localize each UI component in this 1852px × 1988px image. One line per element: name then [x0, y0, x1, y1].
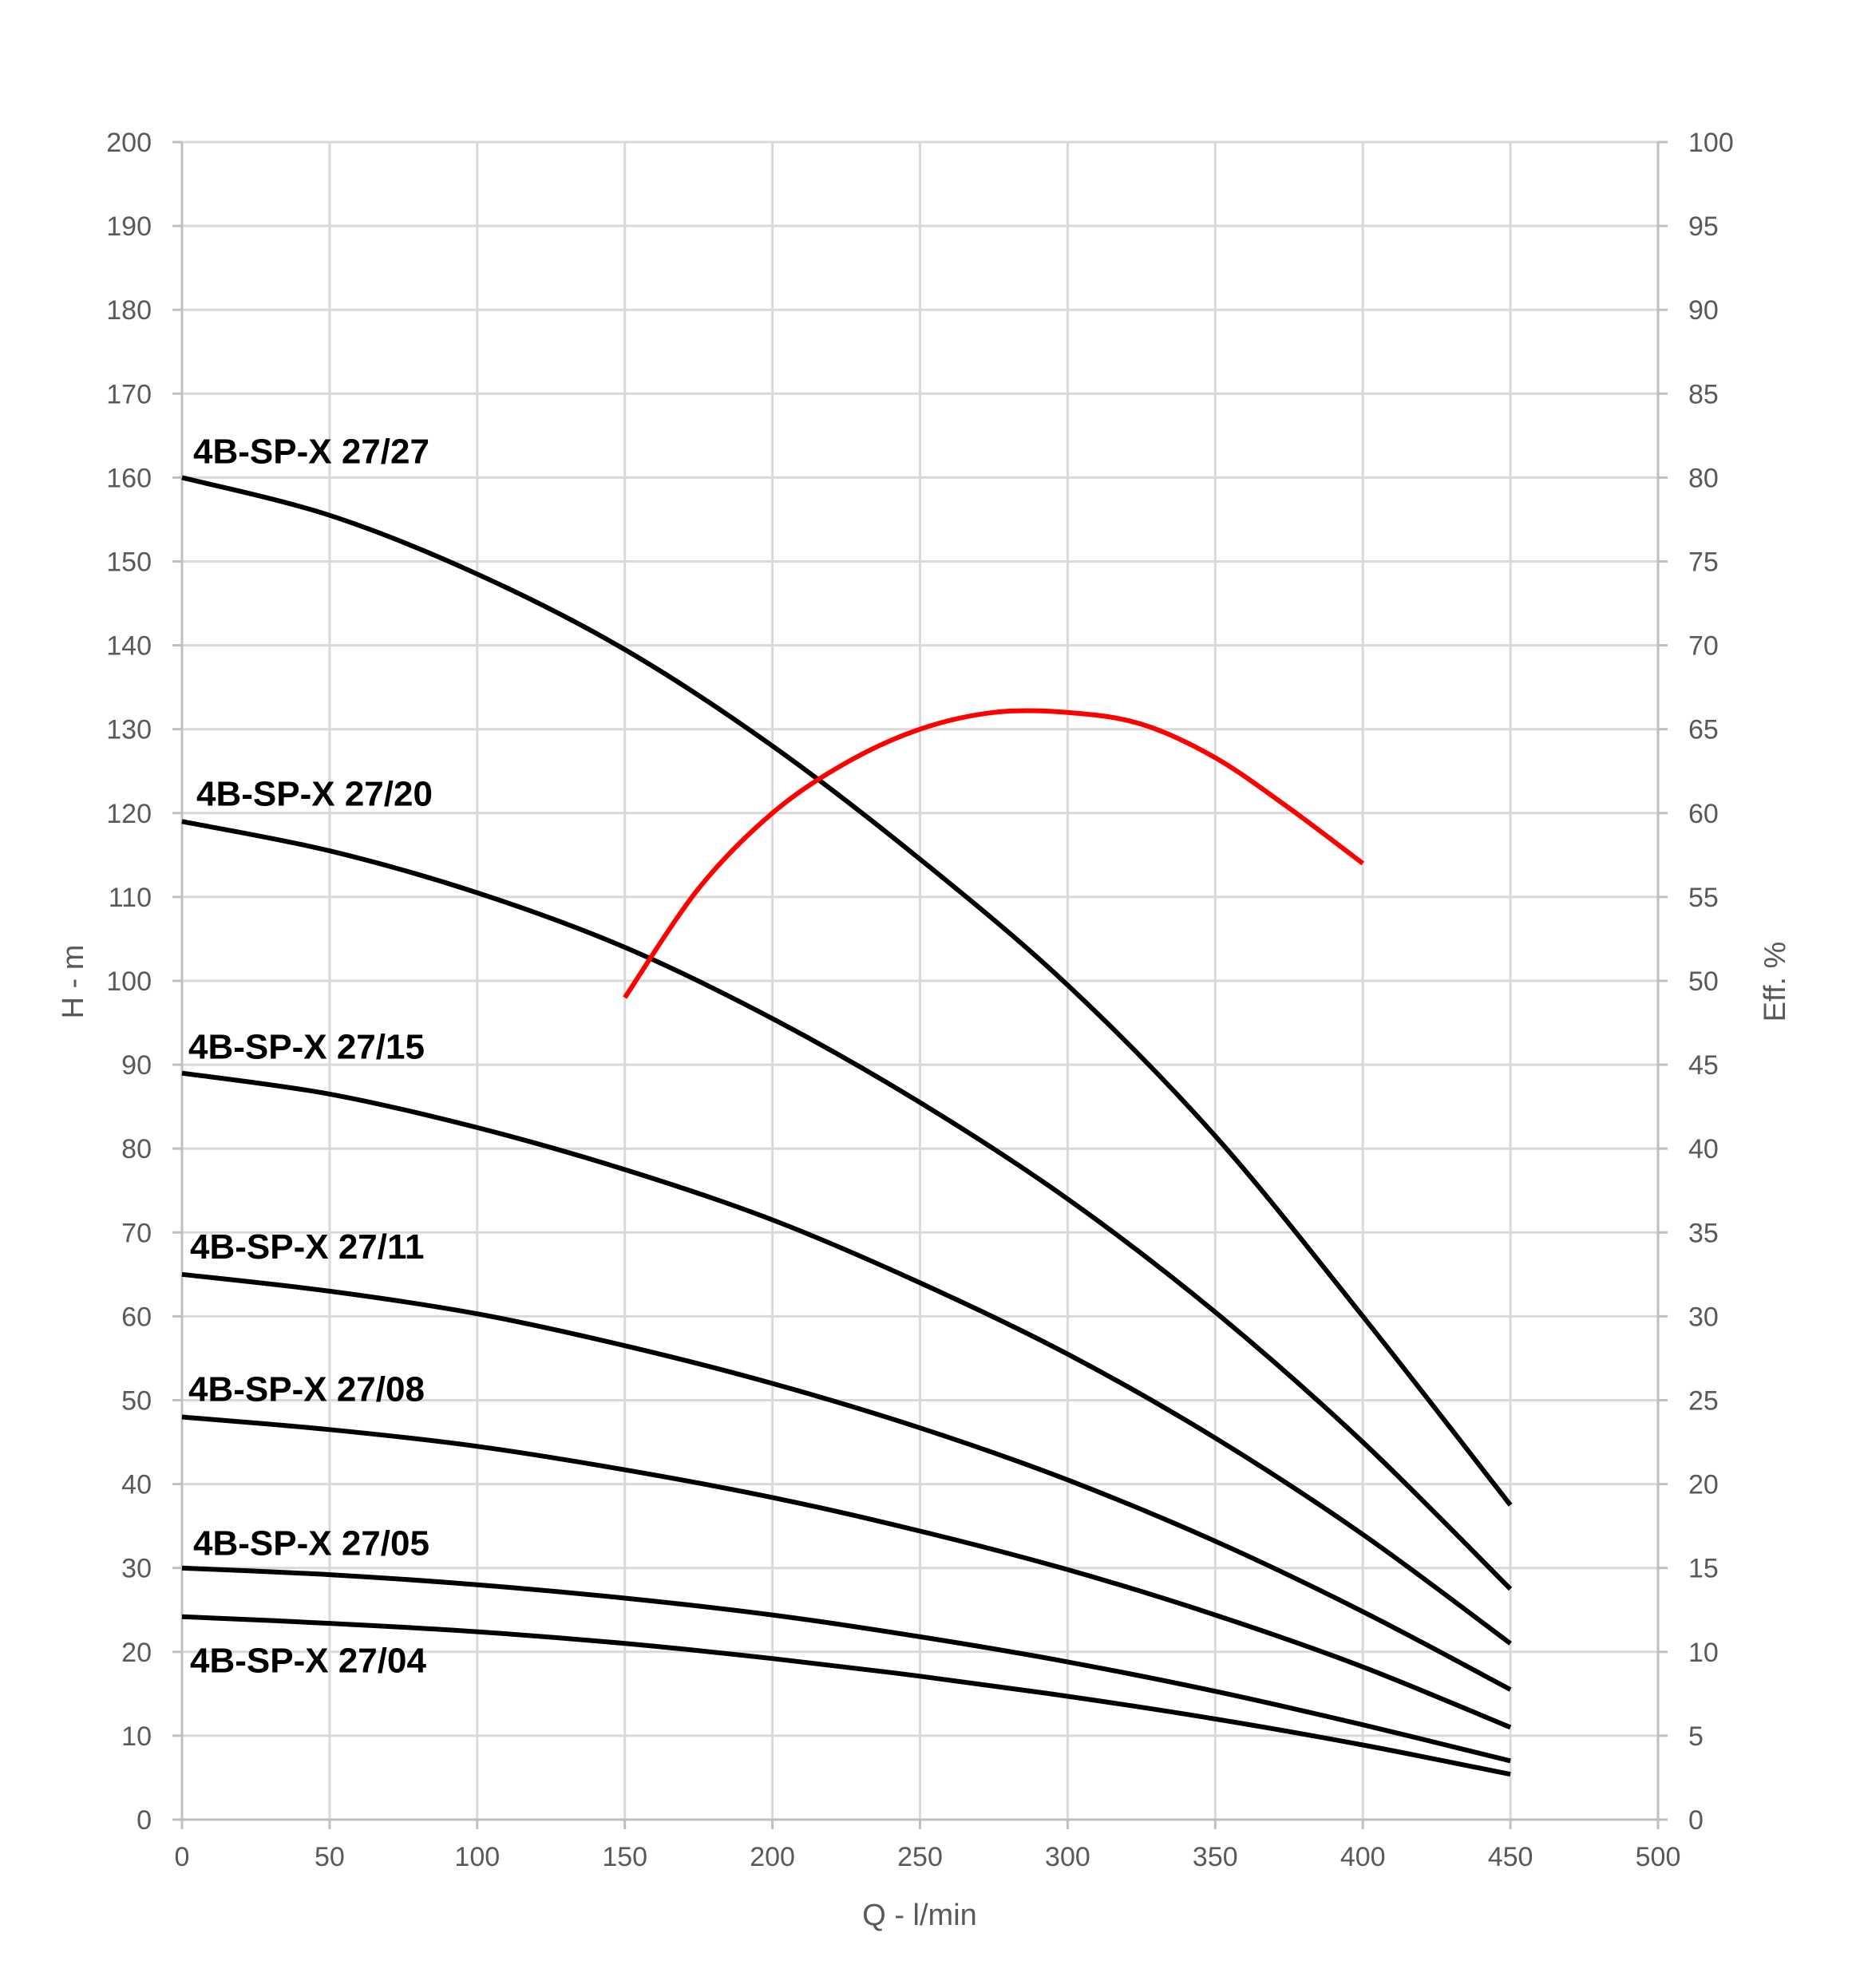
head-curve-line — [181, 819, 1513, 1591]
curve-label: 4B-SP-X 27/15 — [188, 1028, 425, 1067]
grid-lines — [180, 140, 1660, 1821]
y-tick-label: 50 — [121, 1386, 152, 1417]
y-tick-label: 120 — [106, 799, 152, 829]
y2-tick-label: 20 — [1688, 1470, 1719, 1500]
x-axis-title: Q - l/min — [862, 1899, 977, 1932]
y-tick-label: 70 — [121, 1218, 152, 1248]
y-left-tick-labels: 0 10 20 30 40 50 60 70 80 90 100 110 120 130 140 150 160… — [106, 128, 152, 1836]
x-tick-label: 500 — [1636, 1842, 1681, 1872]
y-tick-label: 130 — [106, 715, 152, 745]
efficiency-line — [623, 708, 1365, 999]
y2-tick-label: 70 — [1688, 631, 1719, 662]
y2-tick-label: 40 — [1688, 1134, 1719, 1164]
x-tick-label: 350 — [1193, 1842, 1238, 1872]
y-tick-label: 140 — [106, 631, 152, 662]
y2-tick-label: 35 — [1688, 1218, 1719, 1248]
y2-tick-label: 0 — [1688, 1805, 1704, 1836]
x-tick-label: 300 — [1045, 1842, 1090, 1872]
x-tick-label: 150 — [602, 1842, 647, 1872]
x-tick-label: 450 — [1488, 1842, 1533, 1872]
axes — [172, 140, 1668, 1829]
y-tick-label: 10 — [121, 1721, 152, 1752]
y2-tick-label: 5 — [1688, 1721, 1704, 1752]
y-tick-label: 40 — [121, 1470, 152, 1500]
y-tick-label: 110 — [109, 883, 152, 913]
y2-axis-title: Eff. % — [1759, 942, 1792, 1022]
y-tick-label: 150 — [106, 547, 152, 578]
y2-tick-label: 90 — [1688, 295, 1719, 326]
y2-tick-label: 50 — [1688, 966, 1719, 997]
x-tick-label: 50 — [315, 1842, 345, 1872]
y-axis-title: H - m — [57, 945, 90, 1019]
y-tick-label: 180 — [106, 295, 152, 326]
y-tick-label: 0 — [137, 1805, 152, 1836]
head-curve-line — [181, 475, 1513, 1507]
x-tick-label: 100 — [454, 1842, 500, 1872]
x-tick-label: 250 — [897, 1842, 943, 1872]
curve-labels: 4B-SP-X 27/27 4B-SP-X 27/20 4B-SP-X 27/15 4… — [188, 432, 433, 1680]
y-tick-label: 60 — [121, 1302, 152, 1332]
y2-tick-label: 45 — [1688, 1050, 1719, 1081]
head-curve-line — [181, 1414, 1512, 1730]
y-tick-label: 20 — [121, 1638, 152, 1668]
head-curve-line — [181, 1271, 1512, 1692]
curve-label: 4B-SP-X 27/11 — [190, 1227, 425, 1267]
head-curves — [181, 475, 1513, 1777]
y2-tick-label: 15 — [1688, 1554, 1719, 1584]
y2-tick-label: 65 — [1688, 715, 1719, 745]
y2-tick-label: 30 — [1688, 1302, 1719, 1332]
y-tick-label: 80 — [121, 1134, 152, 1164]
y2-tick-label: 95 — [1688, 211, 1719, 242]
y2-tick-label: 80 — [1688, 463, 1719, 493]
y-tick-label: 30 — [121, 1554, 152, 1584]
head-curve-line — [181, 1565, 1511, 1764]
x-tick-labels: 0 50 100 150 200 250 300 350 400 450 500 — [175, 1842, 1681, 1872]
curve-label: 4B-SP-X 27/27 — [193, 432, 429, 471]
y2-tick-label: 85 — [1688, 379, 1719, 409]
y2-tick-label: 100 — [1688, 128, 1734, 158]
y-tick-label: 190 — [106, 211, 152, 242]
y2-tick-label: 75 — [1688, 547, 1719, 578]
curve-label: 4B-SP-X 27/05 — [193, 1524, 429, 1563]
curve-label: 4B-SP-X 27/08 — [188, 1370, 425, 1409]
y2-tick-label: 10 — [1688, 1638, 1719, 1668]
y2-tick-label: 25 — [1688, 1386, 1719, 1417]
y2-tick-label: 60 — [1688, 799, 1719, 829]
curve-label: 4B-SP-X 27/20 — [196, 774, 433, 813]
y-tick-label: 90 — [121, 1050, 152, 1081]
curve-label: 4B-SP-X 27/04 — [190, 1642, 426, 1681]
y-tick-label: 160 — [106, 463, 152, 493]
y-tick-label: 100 — [106, 966, 152, 997]
y-tick-label: 200 — [106, 128, 152, 158]
y-tick-label: 170 — [106, 379, 152, 409]
head-curve-line — [181, 1070, 1512, 1646]
x-tick-label: 0 — [175, 1842, 190, 1872]
x-tick-label: 400 — [1340, 1842, 1386, 1872]
y-right-tick-labels: 0 5 10 15 20 25 30 35 40 45 50 55 60 65 70 75 80 85 90 95 10… — [1688, 128, 1734, 1836]
head-curve-line — [181, 1614, 1511, 1777]
y2-tick-label: 55 — [1688, 883, 1719, 913]
x-tick-label: 200 — [750, 1842, 795, 1872]
efficiency-curve — [623, 708, 1365, 999]
